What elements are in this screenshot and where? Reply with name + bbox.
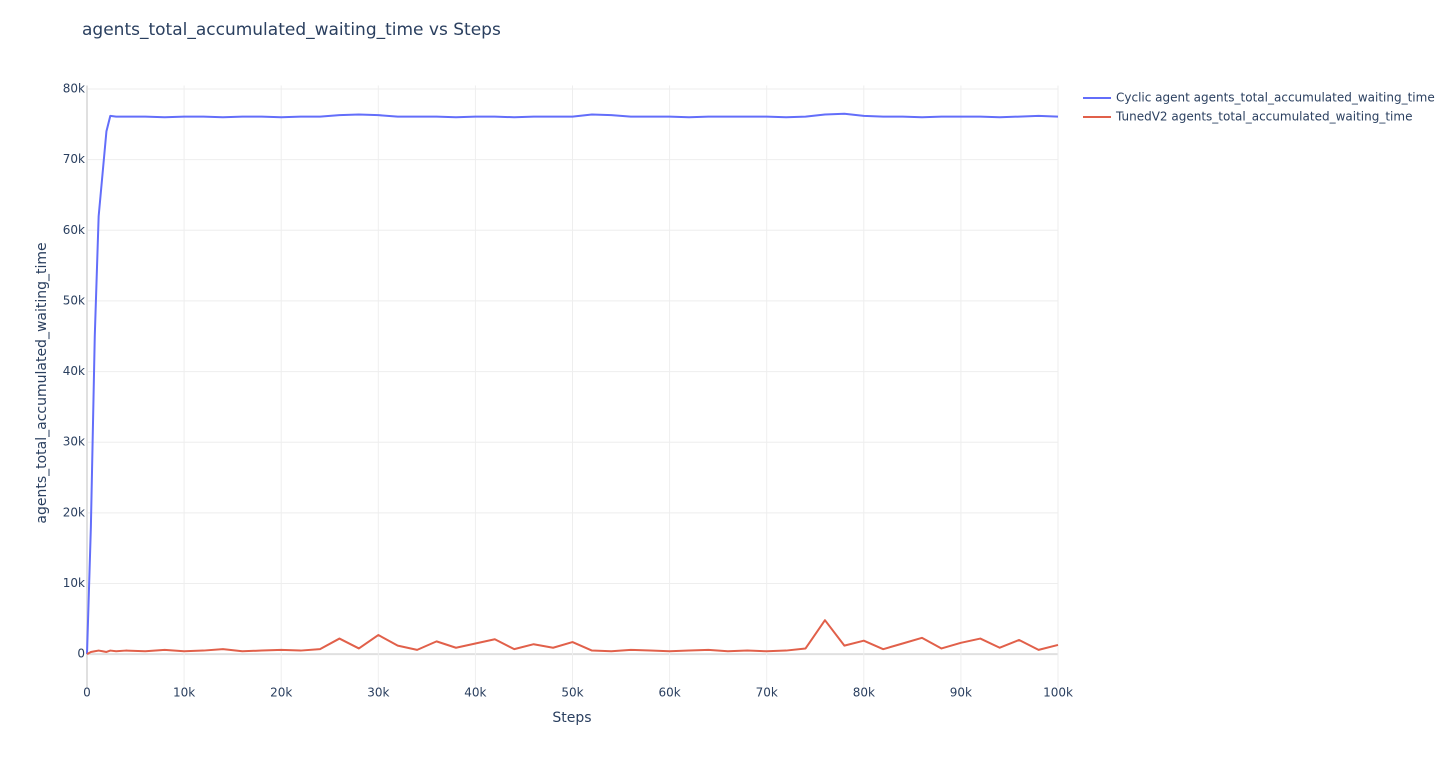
x-tick-label: 40k — [464, 686, 486, 700]
y-tick-label: 30k — [63, 435, 85, 449]
y-tick-label: 20k — [63, 505, 85, 519]
grid — [86, 85, 1059, 688]
y-tick-label: 60k — [63, 223, 85, 237]
y-tick-label: 50k — [63, 293, 85, 307]
y-tick-label: 80k — [63, 82, 85, 96]
series-line — [86, 619, 1059, 655]
y-tick-label: 40k — [63, 364, 85, 378]
y-tick-label: 70k — [63, 152, 85, 166]
x-tick-label: 70k — [756, 686, 778, 700]
x-tick-label: 20k — [270, 686, 292, 700]
x-tick-label: 0 — [83, 686, 91, 700]
series-line — [86, 112, 1059, 655]
x-tick-label: 10k — [173, 686, 195, 700]
x-tick-label: 100k — [1043, 686, 1073, 700]
y-axis-title: agents_total_accumulated_waiting_time — [34, 242, 50, 523]
legend-label: TunedV2 agents_total_accumulated_waiting… — [1115, 110, 1412, 124]
x-tick-label: 60k — [658, 686, 680, 700]
y-tick-label: 0 — [77, 647, 85, 661]
y-tick-label: 10k — [63, 576, 85, 590]
x-tick-label: 90k — [950, 686, 972, 700]
x-axis-title: Steps — [552, 710, 591, 726]
x-tick-label: 80k — [853, 686, 875, 700]
legend-label: Cyclic agent agents_total_accumulated_wa… — [1116, 91, 1435, 105]
x-tick-label: 50k — [561, 686, 583, 700]
x-tick-label: 30k — [367, 686, 389, 700]
chart-title: agents_total_accumulated_waiting_time vs… — [82, 20, 501, 40]
